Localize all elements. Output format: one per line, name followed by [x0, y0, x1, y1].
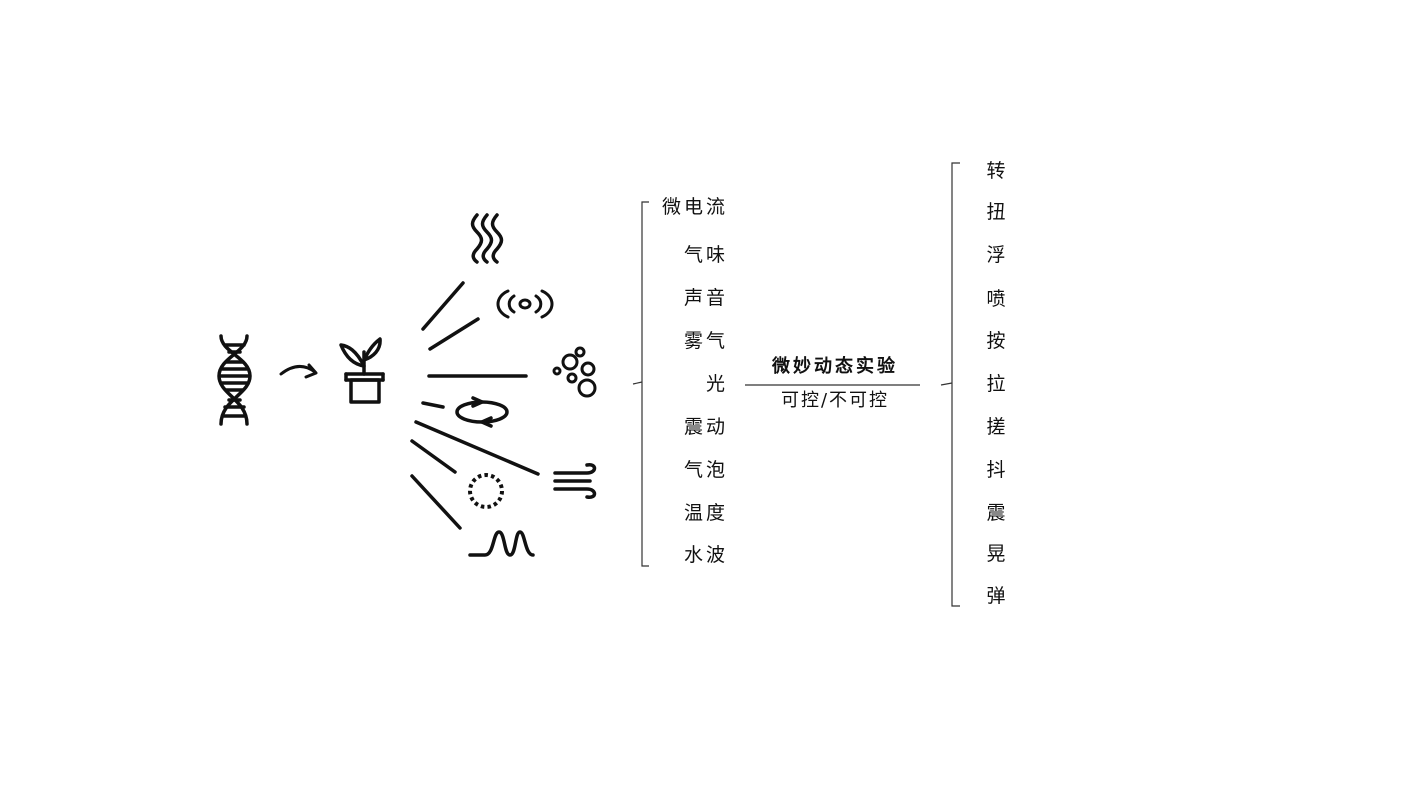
stimulus-label: 温度	[683, 502, 728, 524]
action-label: 晃	[986, 543, 1006, 565]
water-wave-icon	[468, 530, 535, 557]
action-label: 抖	[986, 459, 1006, 481]
action-label: 弹	[986, 585, 1006, 607]
action-label: 震	[986, 502, 1006, 524]
potted-plant-icon	[339, 337, 385, 404]
action-label: 转	[986, 160, 1006, 182]
dna-icon	[217, 334, 252, 426]
rotation-icon	[455, 396, 509, 428]
stimuli-bracket	[632, 201, 649, 567]
stimulus-label: 雾气	[683, 330, 728, 352]
action-label: 拉	[986, 373, 1006, 395]
radiating-rays	[410, 281, 540, 530]
action-label: 浮	[986, 244, 1006, 266]
bubbles-icon	[552, 346, 597, 398]
heat-waves-icon	[470, 213, 504, 264]
stimulus-label: 水波	[683, 544, 728, 566]
wind-icon	[553, 463, 597, 499]
action-label: 喷	[986, 288, 1006, 310]
action-label: 搓	[986, 416, 1006, 438]
stimulus-label: 微电流	[661, 196, 728, 218]
stimulus-label: 光	[705, 373, 728, 395]
stimulus-label: 气味	[683, 244, 728, 266]
dotted-circle-icon	[468, 473, 504, 509]
arrow-icon	[279, 363, 318, 379]
center-title: 微妙动态实验	[772, 356, 898, 377]
stimulus-label: 声音	[683, 287, 728, 309]
stimulus-label: 震动	[683, 416, 728, 438]
action-label: 按	[986, 330, 1006, 352]
stimulus-label: 气泡	[683, 459, 728, 481]
action-label: 扭	[986, 201, 1006, 223]
actions-bracket	[940, 162, 960, 607]
center-subtitle: 可控/不可控	[780, 390, 890, 411]
sound-ripple-icon	[496, 289, 554, 319]
